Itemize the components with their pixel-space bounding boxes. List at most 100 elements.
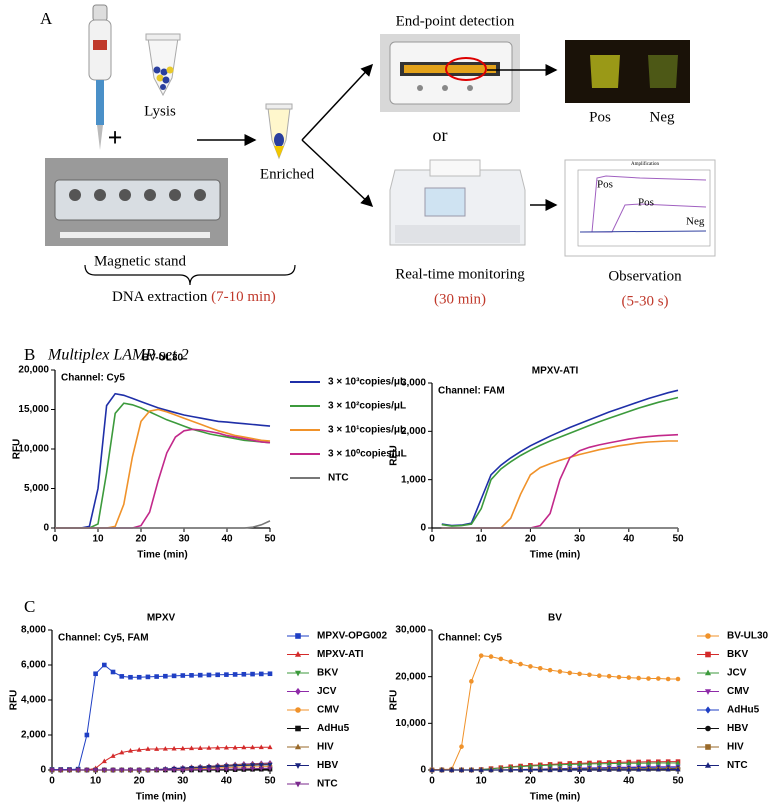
chart-title: MPXV [147, 613, 176, 624]
marker [587, 672, 592, 678]
marker [478, 767, 484, 772]
marker [518, 763, 524, 769]
legend-label: HIV [317, 742, 334, 753]
marker [188, 767, 195, 773]
marker [665, 676, 671, 682]
marker [557, 762, 563, 767]
marker [429, 767, 435, 772]
marker [606, 760, 612, 766]
channel-annotation: Channel: Cy5, FAM [58, 633, 149, 644]
y-tick-label: 10,000 [18, 444, 49, 455]
inset-graph: Amplification Pos Pos Neg [564, 159, 716, 257]
legend-label: JCV [317, 686, 337, 697]
marker [295, 687, 301, 696]
x-axis-label: Time (min) [137, 550, 187, 561]
x-tick-label: 0 [429, 534, 435, 545]
x-axis-label: Time (min) [530, 792, 580, 803]
marker [675, 766, 681, 772]
marker [557, 669, 563, 674]
legend-label: MPXV-ATI [317, 649, 364, 660]
marker [84, 768, 90, 773]
x-tick-label: 20 [525, 776, 537, 787]
marker [606, 673, 612, 679]
neg-label: Neg [650, 109, 675, 125]
inset-label: Neg [686, 216, 705, 228]
marker [75, 768, 81, 773]
y-tick-label: 2,000 [21, 730, 46, 741]
marker [154, 746, 160, 751]
marker [606, 767, 612, 772]
marker [675, 760, 681, 765]
marker [656, 676, 661, 681]
marker [527, 763, 533, 768]
marker [188, 745, 195, 751]
extraction-label: DNA extraction [112, 289, 208, 305]
y-tick-label: 2,000 [401, 426, 426, 437]
lysis-label: Lysis [144, 103, 176, 119]
marker [518, 767, 524, 772]
y-tick-label: 4,000 [21, 695, 46, 706]
marker [488, 654, 494, 659]
chart-title: BV [548, 613, 562, 624]
marker [596, 673, 602, 679]
marker [636, 760, 642, 766]
extraction-text: DNA extraction (7-10 min) [112, 289, 276, 305]
legend-label: 3 × 10²copies/μL [328, 401, 406, 412]
marker [616, 760, 622, 766]
series-line [432, 655, 678, 770]
y-tick-label: 1,000 [401, 474, 426, 485]
marker [145, 674, 151, 680]
marker [478, 653, 484, 658]
marker [537, 762, 543, 768]
x-tick-label: 30 [574, 776, 586, 787]
marker [215, 745, 221, 750]
inset-label: Pos [597, 179, 613, 191]
marker [241, 766, 247, 772]
marker [626, 675, 632, 680]
marker [704, 669, 712, 676]
marker [58, 768, 64, 773]
y-tick-label: 20,000 [395, 671, 426, 682]
marker [294, 651, 302, 657]
marker [294, 781, 302, 788]
marker [180, 673, 186, 678]
arrow [301, 63, 374, 141]
x-tick-label: 40 [221, 534, 233, 545]
pos-label: Pos [589, 109, 611, 125]
enriched-label: Enriched [260, 166, 315, 182]
x-tick-label: 30 [574, 534, 586, 545]
marker [241, 671, 247, 677]
marker [119, 674, 125, 679]
marker [294, 670, 302, 677]
magnetic-stand-photo [45, 158, 228, 246]
marker [145, 746, 151, 751]
marker [136, 768, 142, 773]
marker [232, 744, 238, 750]
x-tick-label: 10 [476, 534, 488, 545]
marker [528, 664, 533, 669]
marker [645, 766, 652, 772]
brace [84, 264, 296, 286]
marker [101, 768, 107, 773]
legend-label: MPXV-OPG002 [317, 631, 387, 642]
marker [232, 672, 238, 677]
marker [626, 766, 632, 772]
legend-label: JCV [727, 668, 747, 679]
marker [110, 768, 116, 773]
channel-annotation: Channel: Cy5 [438, 633, 502, 644]
panel-label: A [40, 9, 53, 28]
marker [567, 761, 573, 767]
legend-label: 3 × 10³copies/μL [328, 377, 406, 388]
marker [171, 673, 177, 679]
chart-title: MPXV-ATI [532, 366, 579, 377]
marker [547, 667, 553, 673]
marker [626, 760, 632, 766]
marker [110, 753, 116, 758]
marker [206, 672, 212, 678]
marker [704, 689, 712, 695]
marker [537, 665, 543, 671]
marker [154, 674, 159, 679]
marker [267, 766, 273, 772]
stand-label: Magnetic stand [94, 253, 187, 269]
